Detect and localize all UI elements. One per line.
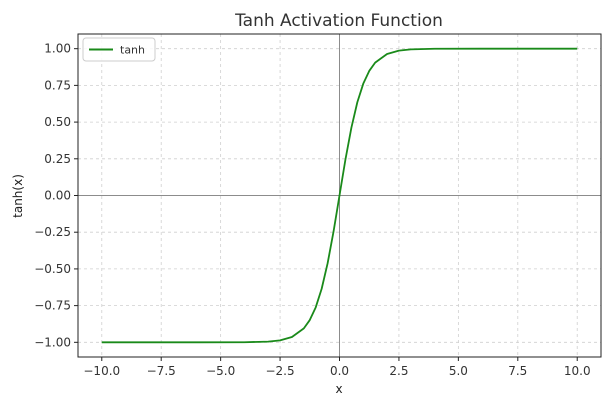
y-tick-label: −0.50 bbox=[34, 262, 71, 276]
x-tick-label: 5.0 bbox=[449, 364, 468, 378]
x-axis-ticks: −10.0 −7.5 −5.0 −2.5 0.0 2.5 5.0 7.5 10.0 bbox=[83, 357, 591, 378]
y-tick-label: −0.75 bbox=[34, 299, 71, 313]
y-tick-label: 0.00 bbox=[44, 189, 71, 203]
x-tick-label: −5.0 bbox=[206, 364, 235, 378]
y-tick-label: −0.25 bbox=[34, 225, 71, 239]
y-tick-label: −1.00 bbox=[34, 335, 71, 349]
y-tick-label: 1.00 bbox=[44, 42, 71, 56]
y-tick-label: 0.25 bbox=[44, 152, 71, 166]
y-tick-label: 0.75 bbox=[44, 78, 71, 92]
legend-label-tanh: tanh bbox=[120, 44, 145, 57]
series-layer bbox=[101, 47, 578, 344]
x-tick-label: 7.5 bbox=[508, 364, 527, 378]
x-axis-label: x bbox=[335, 382, 342, 396]
y-tick-label: 0.50 bbox=[44, 115, 71, 129]
x-tick-label: 10.0 bbox=[564, 364, 591, 378]
x-tick-label: −10.0 bbox=[83, 364, 120, 378]
x-tick-label: −2.5 bbox=[265, 364, 294, 378]
chart-title: Tanh Activation Function bbox=[234, 11, 443, 31]
legend: tanh bbox=[82, 37, 156, 62]
y-axis-label: tanh(x) bbox=[11, 174, 25, 218]
y-axis-ticks: −1.00 −0.75 −0.50 −0.25 0.00 0.25 0.50 0.75 1.00 bbox=[34, 42, 78, 349]
x-tick-label: 2.5 bbox=[389, 364, 408, 378]
legend-box bbox=[82, 37, 156, 62]
series-line-tanh bbox=[101, 47, 578, 344]
x-tick-label: 0.0 bbox=[330, 364, 349, 378]
x-tick-label: −7.5 bbox=[147, 364, 176, 378]
